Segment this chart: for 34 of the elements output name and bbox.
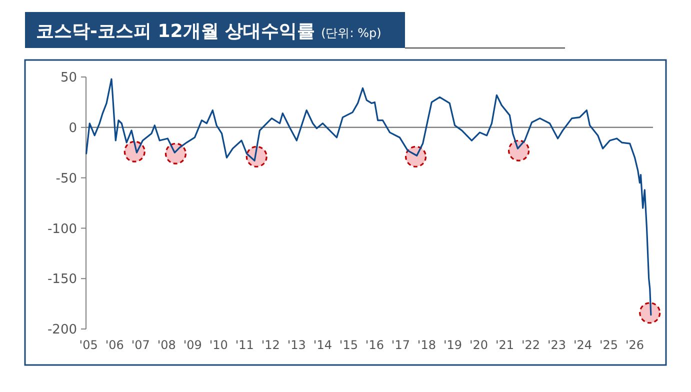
x-tick-label: '08 [157,338,176,352]
y-tick-label: -150 [47,272,77,288]
y-tick-label: -50 [56,171,77,186]
point [508,140,530,162]
x-tick-label: '26 [626,338,644,352]
x-tick-label: '05 [79,338,98,352]
x-tick-label: '24 [573,338,592,352]
x-tick-label: '09 [183,338,202,352]
x-tick-label: '14 [313,338,332,352]
y-tick-label: -100 [47,222,77,237]
x-tick-label: '12 [261,338,280,352]
point [404,146,427,168]
point [164,142,187,164]
x-tick-label: '19 [443,338,462,352]
x-tick-label: '22 [521,338,540,352]
x-tick-label: '06 [105,338,124,352]
x-tick-label: '16 [365,338,384,352]
x-tick-label: '18 [417,338,436,352]
chart-subtitle: (단위: %p) [321,26,382,40]
x-tick-label: '15 [339,338,358,352]
point [639,302,661,324]
x-tick-label: '25 [599,338,618,352]
y-tick-label: 0 [68,120,77,136]
x-tick-label: '20 [469,338,488,352]
y-tick-label: -200 [47,322,77,338]
chart-title: 코스닥-코스피 12개월 상대수익률 [36,21,316,42]
x-tick-label: '21 [495,338,514,352]
x-tick-label: '23 [547,338,566,352]
x-tick-label: '17 [391,338,410,352]
y-tick-label: 50 [60,70,77,86]
x-tick-label: '07 [131,338,150,352]
x-tick-label: '13 [287,338,306,352]
x-tick-label: '11 [235,338,254,352]
x-tick-label: '10 [209,338,228,352]
